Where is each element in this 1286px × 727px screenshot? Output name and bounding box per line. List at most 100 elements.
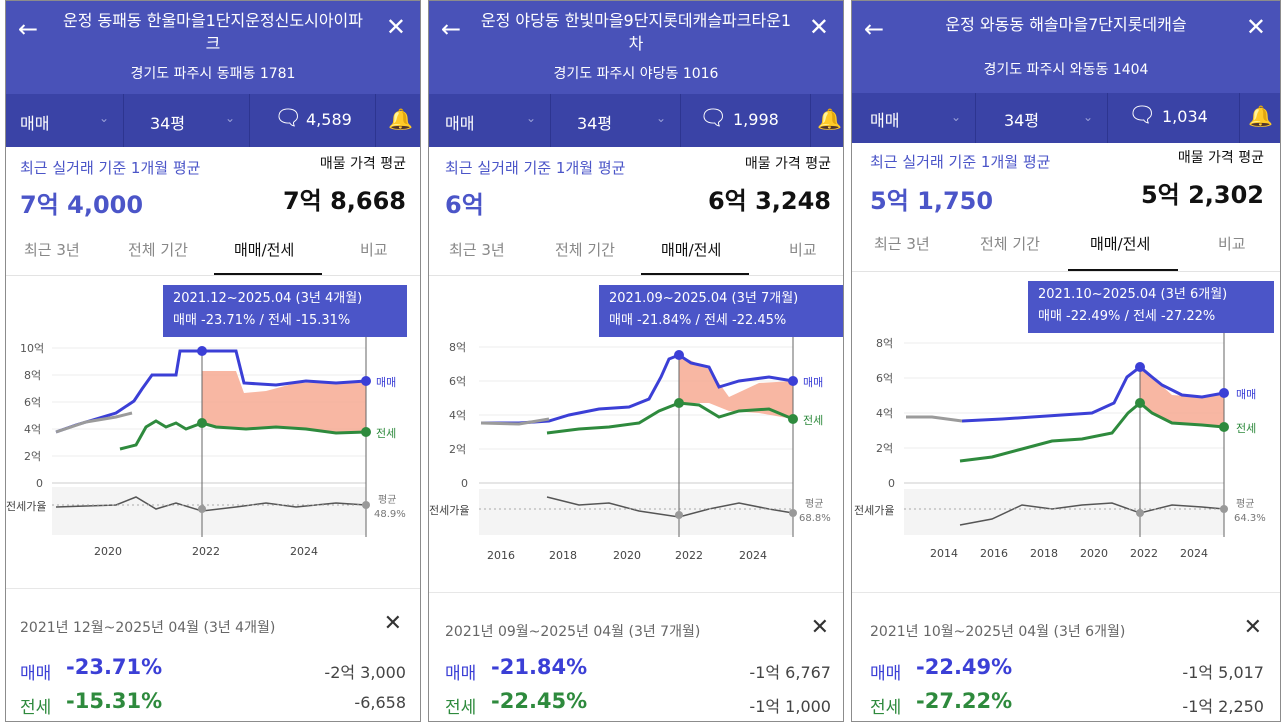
size-dropdown[interactable]: 34평 ⌄ bbox=[124, 94, 250, 147]
comment-count: 4,589 bbox=[306, 110, 352, 129]
chat-bubble-icon: 🗨 bbox=[274, 106, 302, 131]
y-tick-label: 2억 bbox=[449, 443, 466, 456]
close-icon[interactable]: ✕ bbox=[1244, 615, 1262, 640]
size-value: 34평 bbox=[150, 110, 185, 134]
ratio-avg-value: 68.8% bbox=[799, 513, 831, 524]
tab-compare[interactable]: 비교 bbox=[360, 239, 388, 260]
tab-recent-3y[interactable]: 최근 3년 bbox=[24, 239, 80, 260]
tooltip-change: 매매 -23.71% / 전세 -15.31% bbox=[173, 310, 397, 332]
ratio-start-dot bbox=[198, 505, 206, 513]
comment-count: 1,034 bbox=[1162, 107, 1208, 126]
comments-button[interactable]: 🗨 4,589 bbox=[250, 94, 376, 147]
ratio-band bbox=[52, 487, 366, 535]
deal-type-value: 매매 bbox=[20, 110, 49, 134]
close-icon[interactable]: ✕ bbox=[809, 13, 829, 41]
close-icon[interactable]: ✕ bbox=[386, 13, 406, 41]
close-icon[interactable]: ✕ bbox=[1246, 13, 1266, 41]
comments-button[interactable]: 🗨 1,998 bbox=[681, 94, 811, 147]
tab-compare[interactable]: 비교 bbox=[789, 239, 817, 260]
tab-recent-3y[interactable]: 최근 3년 bbox=[449, 239, 505, 260]
range-summary: 2021년 09월~2025년 04월 (3년 7개월) ✕ 매매 -21.84… bbox=[429, 592, 843, 721]
summary-range: 2021년 10월~2025년 04월 (3년 6개월) bbox=[870, 621, 1125, 641]
close-icon[interactable]: ✕ bbox=[384, 611, 402, 636]
tooltip-range: 2021.10~2025.04 (3년 6개월) bbox=[1038, 284, 1264, 306]
filter-bar: 매매 ⌄ 34평 ⌄ 🗨 1,998 🔔 bbox=[429, 94, 843, 147]
arrow-left-icon[interactable]: ← bbox=[441, 15, 461, 43]
deal-type-dropdown[interactable]: 매매 ⌄ bbox=[852, 93, 976, 143]
complex-title: 운정 야당동 한빛마을9단지롯데캐슬파크타운1차 bbox=[479, 9, 793, 55]
x-tick-label: 2022 bbox=[1130, 547, 1158, 560]
complex-title: 운정 동패동 한울마을1단지운정신도시아이파크 bbox=[56, 9, 370, 55]
panel-header: ← 운정 와동동 해솔마을7단지롯데캐슬 ✕ 경기도 파주시 와동동 1404 bbox=[852, 1, 1280, 93]
size-dropdown[interactable]: 34평 ⌄ bbox=[976, 93, 1108, 143]
chevron-down-icon: ⌄ bbox=[951, 110, 961, 124]
y-tick-label: 2억 bbox=[24, 450, 41, 463]
size-value: 34평 bbox=[1004, 107, 1039, 131]
comments-button[interactable]: 🗨 1,034 bbox=[1108, 93, 1240, 143]
bell-icon[interactable]: 🔔 bbox=[817, 107, 842, 131]
tooltip-change: 매매 -21.84% / 전세 -22.45% bbox=[609, 310, 835, 332]
tooltip-change: 매매 -22.49% / 전세 -27.22% bbox=[1038, 306, 1264, 328]
tooltip-range: 2021.12~2025.04 (3년 4개월) bbox=[173, 288, 397, 310]
x-tick-label: 2016 bbox=[487, 549, 515, 562]
summary-lease-amount: -1억 2,250 bbox=[1182, 693, 1264, 717]
summary-sale-pct: -23.71% bbox=[66, 655, 162, 679]
complex-address: 경기도 파주시 동패동 1781 bbox=[6, 63, 420, 83]
bell-icon[interactable]: 🔔 bbox=[388, 107, 413, 131]
comment-count: 1,998 bbox=[733, 110, 779, 129]
range-start-lease-dot bbox=[1135, 398, 1145, 408]
y-tick-label: 10억 bbox=[20, 342, 44, 355]
tooltip-range: 2021.09~2025.04 (3년 7개월) bbox=[609, 288, 835, 310]
arrow-left-icon[interactable]: ← bbox=[18, 15, 38, 43]
chevron-down-icon: ⌄ bbox=[526, 111, 536, 125]
range-tooltip: 2021.09~2025.04 (3년 7개월) 매매 -21.84% / 전세… bbox=[599, 285, 844, 337]
apartment-panel-1: ← 운정 동패동 한울마을1단지운정신도시아이파크 ✕ 경기도 파주시 동패동 … bbox=[5, 0, 421, 722]
range-end-sale-dot bbox=[361, 376, 371, 386]
deal-type-value: 매매 bbox=[445, 110, 474, 134]
range-tooltip: 2021.12~2025.04 (3년 4개월) 매매 -23.71% / 전세… bbox=[163, 285, 407, 337]
x-tick-label: 2020 bbox=[1080, 547, 1108, 560]
close-icon[interactable]: ✕ bbox=[811, 615, 829, 640]
x-axis-labels: 2020 2022 2024 bbox=[94, 545, 318, 558]
tab-compare[interactable]: 비교 bbox=[1218, 233, 1246, 254]
recent-deal-value: 6억 bbox=[445, 185, 484, 220]
y-tick-label: 6억 bbox=[24, 396, 41, 409]
chevron-down-icon: ⌄ bbox=[1083, 110, 1093, 124]
tab-all-period[interactable]: 전체 기간 bbox=[128, 239, 188, 260]
gap-area bbox=[202, 371, 366, 433]
range-start-sale-dot bbox=[197, 346, 207, 356]
chat-bubble-icon: 🗨 bbox=[699, 106, 727, 131]
bell-icon[interactable]: 🔔 bbox=[1248, 104, 1273, 128]
complex-title: 운정 와동동 해솔마을7단지롯데캐슬 bbox=[902, 13, 1230, 36]
x-axis-labels: 2014 2016 2018 2020 2022 2024 bbox=[930, 547, 1208, 560]
y-tick-label: 2억 bbox=[876, 442, 893, 455]
deal-type-dropdown[interactable]: 매매 ⌄ bbox=[429, 94, 551, 147]
tab-all-period[interactable]: 전체 기간 bbox=[980, 233, 1040, 254]
panel-header: ← 운정 동패동 한울마을1단지운정신도시아이파크 ✕ 경기도 파주시 동패동 … bbox=[6, 1, 420, 94]
listing-avg-value: 6억 3,248 bbox=[708, 181, 831, 216]
series-label-sale: 매매 bbox=[376, 376, 396, 389]
ratio-avg-label: 평균 bbox=[378, 494, 396, 506]
series-label-lease: 전세 bbox=[1236, 422, 1256, 435]
chevron-down-icon: ⌄ bbox=[99, 111, 109, 125]
size-value: 34평 bbox=[577, 110, 612, 134]
listing-avg-value: 5억 2,302 bbox=[1141, 175, 1264, 210]
x-tick-label: 2024 bbox=[739, 549, 767, 562]
deal-type-dropdown[interactable]: 매매 ⌄ bbox=[6, 94, 124, 147]
tab-sale-lease[interactable]: 매매/전세 bbox=[234, 239, 294, 260]
tab-all-period[interactable]: 전체 기간 bbox=[555, 239, 615, 260]
tab-sale-lease[interactable]: 매매/전세 bbox=[1090, 233, 1150, 254]
range-start-lease-dot bbox=[197, 418, 207, 428]
ratio-start-dot bbox=[1136, 509, 1144, 517]
summary-lease-label: 전세 bbox=[445, 693, 476, 718]
chat-bubble-icon: 🗨 bbox=[1128, 103, 1156, 128]
ratio-end-dot bbox=[362, 501, 370, 509]
tab-sale-lease[interactable]: 매매/전세 bbox=[661, 239, 721, 260]
tab-recent-3y[interactable]: 최근 3년 bbox=[874, 233, 930, 254]
ratio-end-dot bbox=[1220, 505, 1228, 513]
arrow-left-icon[interactable]: ← bbox=[864, 15, 884, 43]
x-tick-label: 2018 bbox=[1030, 547, 1058, 560]
apartment-panel-2: ← 운정 야당동 한빛마을9단지롯데캐슬파크타운1차 ✕ 경기도 파주시 야당동… bbox=[428, 0, 844, 722]
x-tick-label: 2018 bbox=[549, 549, 577, 562]
size-dropdown[interactable]: 34평 ⌄ bbox=[551, 94, 681, 147]
